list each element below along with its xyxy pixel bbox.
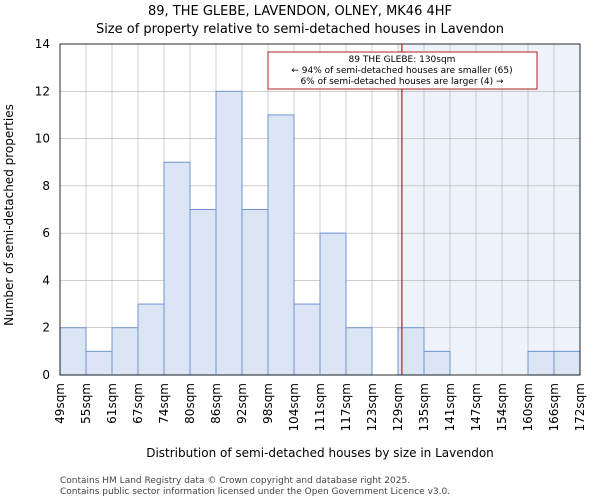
x-tick-label: 117sqm [339,383,353,431]
x-tick-label: 67sqm [131,383,145,424]
histogram-bar [241,209,269,376]
annotation-line3: 6% of semi-detached houses are larger (4… [300,77,504,87]
x-tick-label: 172sqm [573,383,587,431]
x-tick-label: 61sqm [105,383,119,424]
x-tick-label: 86sqm [209,383,223,424]
x-tick-label: 166sqm [547,383,561,431]
y-tick-label: 8 [42,179,50,193]
y-tick-label: 4 [42,273,50,287]
x-tick-label: 111sqm [313,383,327,431]
y-tick-label: 14 [35,37,50,51]
histogram-bar [423,350,451,376]
histogram-bar [137,303,165,376]
x-tick-label: 92sqm [235,383,249,424]
histogram-bar [189,209,217,376]
annotation-line1: 89 THE GLEBE: 130sqm [349,55,456,65]
x-tick-label: 74sqm [157,383,171,424]
y-axis-label: Number of semi-detached properties [2,104,16,326]
histogram-bar [293,303,321,376]
histogram-bar [111,327,139,376]
histogram-bar [319,232,347,376]
y-tick-label: 0 [42,368,50,382]
histogram-bar [553,350,581,376]
x-tick-label: 98sqm [261,383,275,424]
histogram-bar [345,327,373,376]
x-tick-label: 135sqm [417,383,431,431]
x-tick-label: 49sqm [53,383,67,424]
x-tick-label: 80sqm [183,383,197,424]
x-tick-label: 154sqm [495,383,509,431]
y-tick-label: 10 [35,132,50,146]
plot-frame [59,43,581,376]
x-tick-label: 160sqm [521,383,535,431]
highlight-region [398,44,580,375]
histogram-bar [215,90,243,376]
x-tick-label: 55sqm [79,383,93,424]
histogram-bar [163,161,191,376]
chart-title-line2: Size of property relative to semi-detach… [96,22,504,37]
x-tick-label: 141sqm [443,383,457,431]
x-tick-label: 104sqm [287,383,301,431]
x-tick-label: 147sqm [469,383,483,431]
histogram-bar [85,350,113,376]
y-tick-label: 12 [35,84,50,98]
histogram-bar [527,350,555,376]
annotation-box: 89 THE GLEBE: 130sqm ← 94% of semi-detac… [267,51,538,90]
histogram-bar [267,114,295,376]
y-tick-label: 2 [42,321,50,335]
footer-line1: Contains HM Land Registry data © Crown c… [60,476,410,486]
annotation-line2: ← 94% of semi-detached houses are smalle… [291,66,512,76]
x-tick-label: 123sqm [365,383,379,431]
footer-line2: Contains public sector information licen… [60,487,450,497]
histogram-bar [59,327,87,376]
x-axis-label: Distribution of semi-detached houses by … [146,446,494,460]
y-tick-label: 6 [42,226,50,240]
chart-title-line1: 89, THE GLEBE, LAVENDON, OLNEY, MK46 4HF [148,4,452,19]
x-tick-label: 129sqm [391,383,405,431]
